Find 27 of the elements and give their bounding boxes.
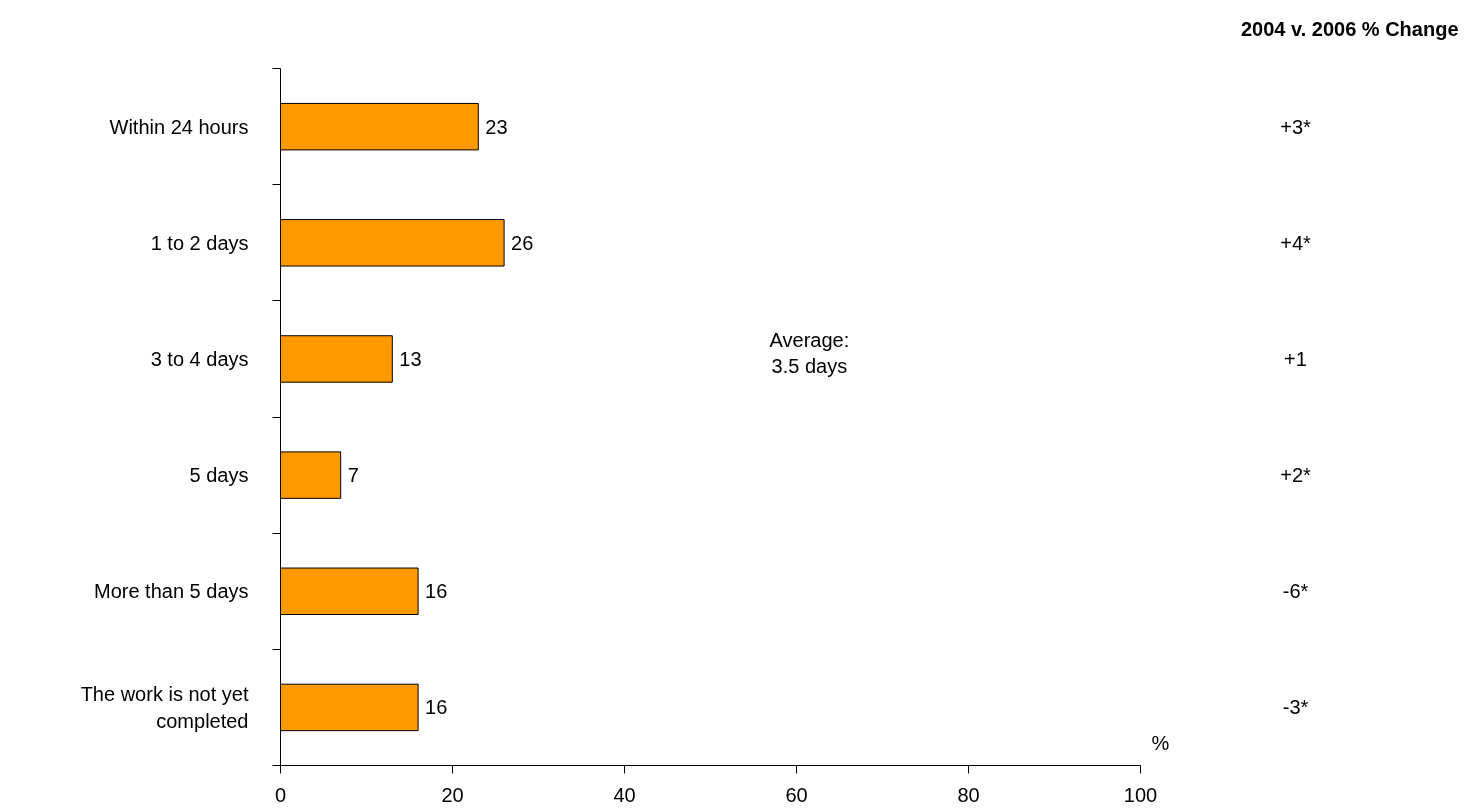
y-tick-label: 5 days xyxy=(189,464,249,487)
data-label: 13 xyxy=(399,347,422,370)
y-tick-label: 1 to 2 days xyxy=(150,231,249,254)
y-tick-label: 3 to 4 days xyxy=(150,347,249,370)
y-tick-label: Within 24 hours xyxy=(109,115,249,138)
data-label: 7 xyxy=(347,464,359,487)
x-tick-label: 20 xyxy=(441,783,464,806)
data-label: 26 xyxy=(511,231,534,254)
text: +1 xyxy=(1284,347,1307,370)
data-label: 16 xyxy=(425,580,448,603)
text: 2004 v. 2006 % Change xyxy=(1240,17,1459,40)
text: -3* xyxy=(1282,696,1309,719)
x-tick-label: 60 xyxy=(785,783,808,806)
data-label: 16 xyxy=(425,696,448,719)
data-label: 23 xyxy=(485,115,508,138)
text: % xyxy=(1151,731,1170,754)
x-tick-label: 80 xyxy=(957,783,980,806)
x-tick-label: 40 xyxy=(613,783,636,806)
annotation: Average: 3.5 days xyxy=(769,328,850,378)
y-tick-label: The work is not yet completed xyxy=(80,683,249,732)
text: -6* xyxy=(1282,580,1309,603)
y-tick-label: More than 5 days xyxy=(93,580,249,603)
text: +3* xyxy=(1280,115,1312,138)
text: +2* xyxy=(1280,464,1312,487)
x-tick-label: 0 xyxy=(274,783,287,806)
text: +4* xyxy=(1280,231,1312,254)
x-tick-label: 100 xyxy=(1123,783,1158,806)
